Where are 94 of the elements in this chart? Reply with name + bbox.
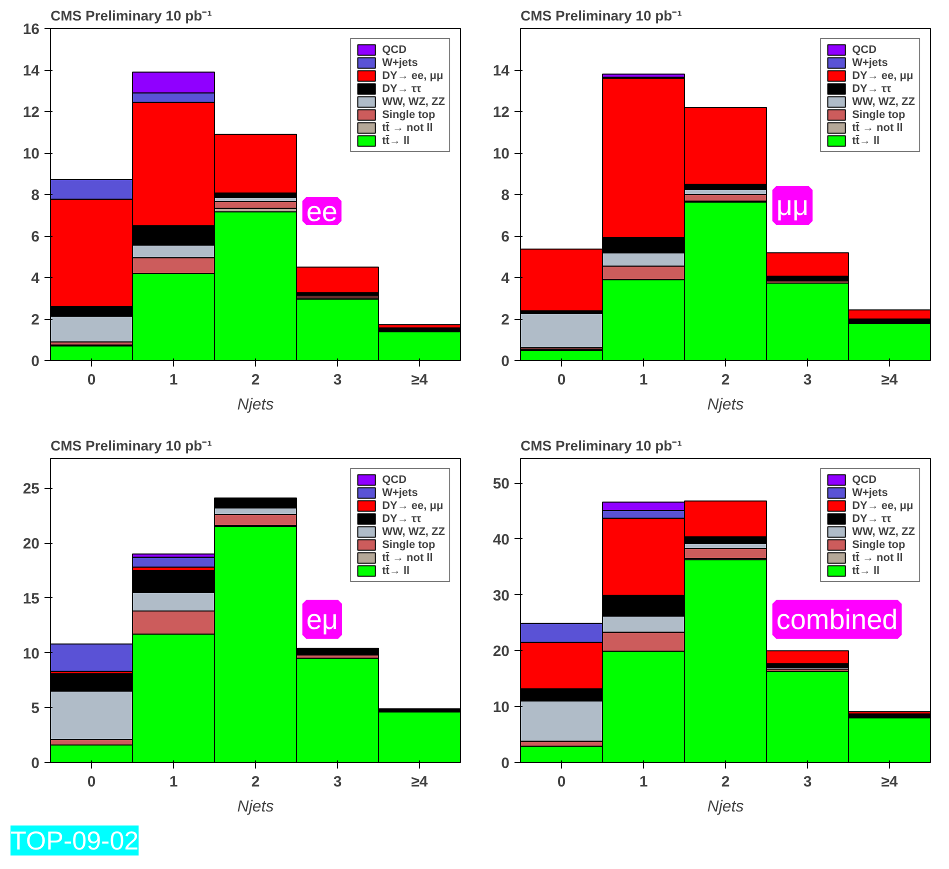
y-tick-label: 16 xyxy=(22,21,40,38)
x-tick-label: 2 xyxy=(251,372,260,388)
y-tick-label: 4 xyxy=(31,270,40,287)
legend-label: tt̄ → not ll xyxy=(382,121,433,134)
x-tick-label: 3 xyxy=(803,774,812,790)
legend-label: Single top xyxy=(382,538,436,551)
x-tick-label: ≥4 xyxy=(881,774,898,790)
legend-label: W+jets xyxy=(382,486,418,499)
annotation: combined xyxy=(776,604,898,635)
legend-label: WW, WZ, ZZ xyxy=(852,525,915,538)
x-tick-label: 3 xyxy=(333,372,342,388)
legend-label: QCD xyxy=(852,473,877,486)
x-tick-label: ≥4 xyxy=(411,774,428,790)
x-axis-title: Njets xyxy=(237,396,274,414)
x-tick-label: 0 xyxy=(87,372,96,388)
y-tick-label: 8 xyxy=(501,187,510,204)
y-tick-label: 2 xyxy=(501,312,510,328)
legend-label: WW, WZ, ZZ xyxy=(382,95,445,108)
chart-title: CMS Preliminary 10 pb⁻¹ xyxy=(50,438,212,454)
y-tick-label: 25 xyxy=(22,480,40,498)
y-tick-label: 50 xyxy=(492,476,510,493)
y-tick-label: 0 xyxy=(501,353,510,370)
text: TOP-09-02 xyxy=(10,826,139,856)
annotation: μμ xyxy=(776,190,809,222)
y-tick-label: 10 xyxy=(22,146,40,162)
y-tick-label: 8 xyxy=(31,187,40,204)
x-tick-label: 1 xyxy=(169,774,178,790)
legend-label: Single top xyxy=(382,108,436,121)
y-tick-label: 12 xyxy=(22,104,40,121)
y-tick-label: 30 xyxy=(492,587,510,604)
legend-label: DY→ ττ xyxy=(852,82,892,95)
x-axis-title: Njets xyxy=(707,396,744,414)
y-tick-label: 0 xyxy=(31,353,40,370)
legend-label: W+jets xyxy=(852,56,888,69)
x-tick-label: 0 xyxy=(87,774,96,790)
x-tick-label: ≥4 xyxy=(881,372,898,388)
legend-label: WW, WZ, ZZ xyxy=(852,95,915,108)
x-tick-label: 2 xyxy=(251,774,260,790)
y-tick-label: 4 xyxy=(501,270,510,287)
y-tick-label: 40 xyxy=(492,531,510,548)
legend-label: DY→ ττ xyxy=(852,512,892,525)
legend-label: W+jets xyxy=(382,56,418,69)
y-tick-label: 10 xyxy=(492,146,510,162)
legend-label: DY→ ee, μμ xyxy=(852,69,914,82)
y-tick-label: 0 xyxy=(31,755,40,772)
x-tick-label: ≥4 xyxy=(411,372,428,388)
legend-label: WW, WZ, ZZ xyxy=(382,525,445,538)
x-axis-title: Njets xyxy=(707,798,744,816)
legend-label: tt̄→ ll xyxy=(382,564,410,577)
y-tick-label: 12 xyxy=(492,104,510,121)
legend-label: QCD xyxy=(852,43,877,56)
y-tick-label: 6 xyxy=(31,228,40,246)
legend-label: tt̄→ ll xyxy=(852,564,880,577)
x-tick-label: 2 xyxy=(721,774,730,790)
annotation: ee xyxy=(306,196,338,228)
x-tick-label: 2 xyxy=(721,372,730,388)
legend-label: QCD xyxy=(382,43,407,56)
chart-title: CMS Preliminary 10 pb⁻¹ xyxy=(50,8,212,24)
x-tick-label: 3 xyxy=(333,774,342,790)
y-tick-label: 6 xyxy=(501,228,510,246)
legend-label: Single top xyxy=(852,538,906,551)
x-axis-title: Njets xyxy=(237,798,274,816)
y-tick-label: 10 xyxy=(22,645,40,662)
x-tick-label: 3 xyxy=(803,372,812,388)
y-tick-label: 20 xyxy=(492,643,510,660)
legend-label: DY→ ee, μμ xyxy=(382,499,444,512)
x-tick-label: 1 xyxy=(639,372,648,388)
y-tick-label: 20 xyxy=(22,536,40,553)
legend-label: DY→ ττ xyxy=(382,512,422,525)
legend-label: tt̄ → not ll xyxy=(382,551,433,564)
y-tick-label: 14 xyxy=(22,62,40,80)
legend-label: QCD xyxy=(382,473,407,486)
legend-label: tt̄ → not ll xyxy=(852,551,903,564)
y-tick-label: 14 xyxy=(492,62,510,80)
legend-label: W+jets xyxy=(852,486,888,499)
legend-label: Single top xyxy=(852,108,906,121)
y-tick-label: 15 xyxy=(22,590,40,608)
x-tick-label: 1 xyxy=(169,372,178,388)
x-tick-label: 0 xyxy=(557,372,566,388)
legend-label: tt̄→ ll xyxy=(382,134,410,147)
y-tick-label: 10 xyxy=(492,699,510,716)
legend-label: tt̄→ ll xyxy=(852,134,880,147)
y-tick-label: 0 xyxy=(501,755,510,772)
legend-label: DY→ ee, μμ xyxy=(382,69,444,82)
y-tick-label: 5 xyxy=(31,700,40,718)
legend-label: DY→ ττ xyxy=(382,82,422,95)
y-tick-label: 2 xyxy=(31,312,40,328)
chart-title: CMS Preliminary 10 pb⁻¹ xyxy=(520,8,682,24)
legend-label: DY→ ee, μμ xyxy=(852,499,914,512)
x-tick-label: 1 xyxy=(639,774,648,790)
x-tick-label: 0 xyxy=(557,774,566,790)
legend-label: tt̄ → not ll xyxy=(852,121,903,134)
annotation: eμ xyxy=(306,604,338,635)
chart-title: CMS Preliminary 10 pb⁻¹ xyxy=(520,438,682,454)
